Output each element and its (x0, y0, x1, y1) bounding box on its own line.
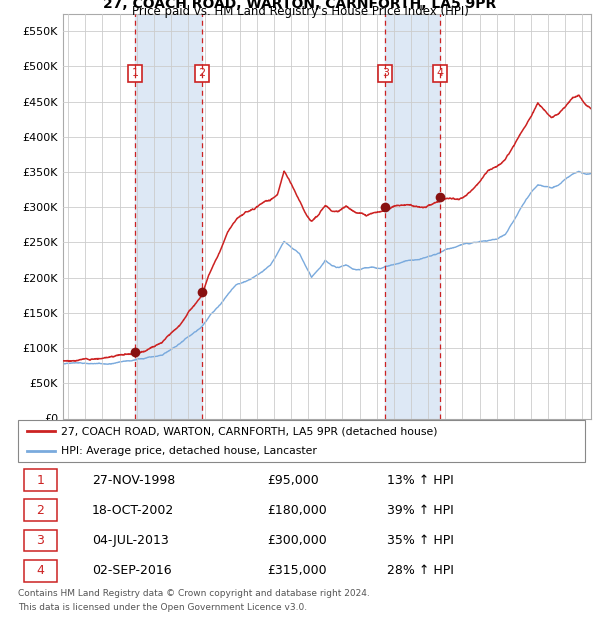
Text: 39% ↑ HPI: 39% ↑ HPI (386, 504, 454, 517)
Text: £315,000: £315,000 (268, 564, 327, 577)
Text: 04-JUL-2013: 04-JUL-2013 (92, 534, 169, 547)
Text: 27-NOV-1998: 27-NOV-1998 (92, 474, 175, 487)
FancyBboxPatch shape (23, 500, 56, 521)
Text: 27, COACH ROAD, WARTON, CARNFORTH, LA5 9PR (detached house): 27, COACH ROAD, WARTON, CARNFORTH, LA5 9… (61, 426, 437, 436)
Text: 02-SEP-2016: 02-SEP-2016 (92, 564, 172, 577)
Text: £300,000: £300,000 (268, 534, 327, 547)
Bar (135, 14, 202, 418)
Text: 4: 4 (36, 564, 44, 577)
Text: HPI: Average price, detached house, Lancaster: HPI: Average price, detached house, Lanc… (61, 446, 316, 456)
Text: Price paid vs. HM Land Registry's House Price Index (HPI): Price paid vs. HM Land Registry's House … (131, 5, 469, 18)
Text: 3: 3 (382, 68, 389, 79)
Text: 1: 1 (131, 68, 139, 79)
FancyBboxPatch shape (23, 529, 56, 551)
Text: 2: 2 (198, 68, 205, 79)
Text: 13% ↑ HPI: 13% ↑ HPI (386, 474, 454, 487)
FancyBboxPatch shape (23, 469, 56, 491)
Text: Contains HM Land Registry data © Crown copyright and database right 2024.: Contains HM Land Registry data © Crown c… (18, 590, 370, 598)
Text: £180,000: £180,000 (268, 504, 327, 517)
Text: 27, COACH ROAD, WARTON, CARNFORTH, LA5 9PR: 27, COACH ROAD, WARTON, CARNFORTH, LA5 9… (103, 0, 497, 11)
Text: 35% ↑ HPI: 35% ↑ HPI (386, 534, 454, 547)
Text: 4: 4 (436, 68, 443, 79)
Bar (385, 14, 440, 418)
Text: 28% ↑ HPI: 28% ↑ HPI (386, 564, 454, 577)
Text: £95,000: £95,000 (268, 474, 319, 487)
Text: 18-OCT-2002: 18-OCT-2002 (92, 504, 174, 517)
Text: 3: 3 (36, 534, 44, 547)
Text: 1: 1 (36, 474, 44, 487)
Text: This data is licensed under the Open Government Licence v3.0.: This data is licensed under the Open Gov… (18, 603, 307, 612)
FancyBboxPatch shape (23, 560, 56, 582)
Text: 2: 2 (36, 504, 44, 517)
